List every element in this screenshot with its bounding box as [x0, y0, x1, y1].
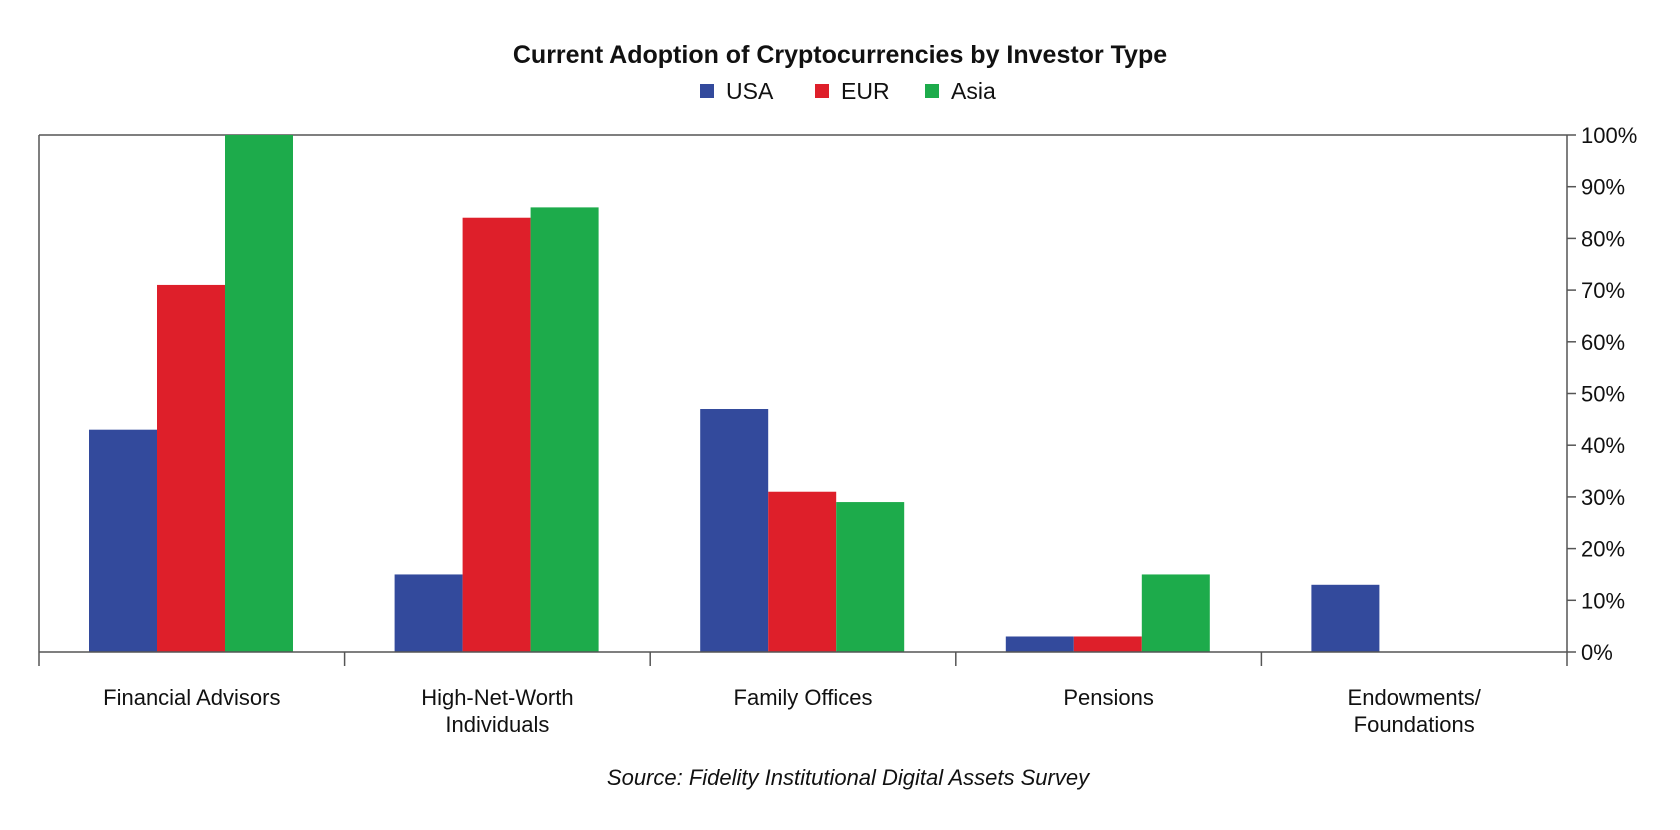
bar-asia-2 [836, 502, 905, 652]
y-tick-label: 90% [1581, 175, 1625, 200]
legend-label-asia: Asia [951, 78, 996, 104]
category-label: Financial Advisors [103, 685, 280, 710]
y-tick-label: 0% [1581, 640, 1613, 665]
category-label: Pensions [1063, 685, 1154, 710]
legend-swatch-asia [925, 84, 939, 98]
bar-asia-3 [1141, 574, 1210, 652]
y-tick-label: 80% [1581, 226, 1625, 251]
legend-swatch-usa [700, 84, 714, 98]
y-tick-label: 40% [1581, 433, 1625, 458]
bar-usa-1 [394, 574, 463, 652]
bar-asia-0 [225, 135, 293, 652]
bar-eur-2 [768, 491, 837, 652]
bar-usa-0 [89, 429, 157, 652]
y-tick-label: 70% [1581, 278, 1625, 303]
category-label: High-Net-Worth Individuals [421, 685, 573, 737]
y-axis-ticks: 0% 10% 20% 30% 40% 50% 60% 70% 80% 90% 100% [1567, 123, 1637, 665]
y-tick-label: 10% [1581, 588, 1625, 613]
legend-label-usa: USA [726, 78, 774, 104]
bar-usa-3 [1005, 636, 1074, 652]
category-labels: Financial Advisors High-Net-Worth Individu… [103, 685, 1482, 737]
bar-asia-1 [530, 207, 599, 652]
bar-eur-1 [462, 217, 531, 652]
bar-eur-3 [1073, 636, 1142, 652]
x-axis-ticks [38, 652, 1568, 666]
bar-usa-2 [700, 409, 769, 652]
category-label: Endowments/Foundations [1348, 685, 1482, 737]
legend-label-eur: EUR [841, 78, 890, 104]
bars [89, 135, 1380, 652]
chart-title: Current Adoption of Cryptocurrencies by … [513, 41, 1167, 69]
y-tick-label: 60% [1581, 330, 1625, 355]
bar-usa-4 [1311, 584, 1380, 652]
legend-swatch-eur [815, 84, 829, 98]
legend: USA EUR Asia [700, 78, 996, 104]
chart-source: Source: Fidelity Institutional Digital A… [607, 765, 1091, 790]
y-tick-label: 50% [1581, 382, 1625, 407]
y-tick-label: 20% [1581, 537, 1625, 562]
bar-eur-0 [157, 284, 225, 652]
y-tick-label: 100% [1581, 123, 1637, 148]
y-tick-label: 30% [1581, 485, 1625, 510]
category-label: Family Offices [734, 685, 873, 710]
plot-frame [38, 134, 1567, 652]
